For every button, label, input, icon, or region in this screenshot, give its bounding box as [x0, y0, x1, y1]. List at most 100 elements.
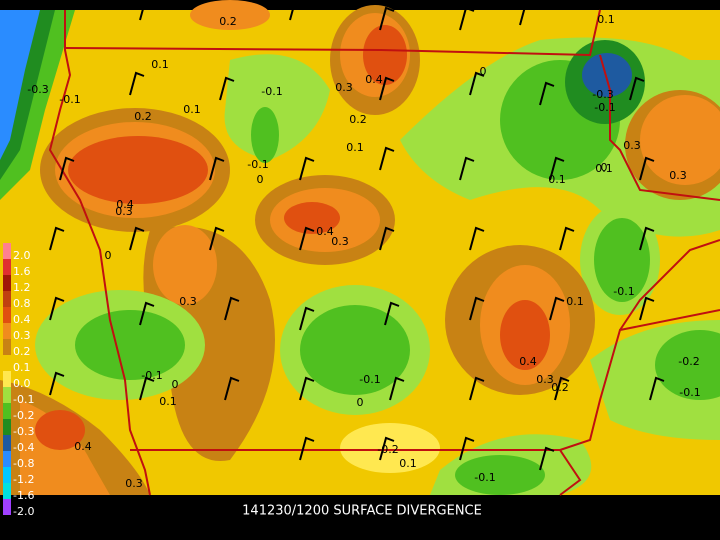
contour-label: -0.1 [474, 471, 495, 484]
legend-label: 0.3 [13, 329, 31, 342]
contour-label: -0.1 [613, 285, 634, 298]
contour-label: -0.2 [678, 355, 699, 368]
legend-swatch [3, 259, 11, 275]
legend-swatch [3, 467, 11, 483]
legend-label: 0.2 [13, 345, 31, 358]
wind-barb [469, 296, 485, 321]
legend-swatch [3, 275, 11, 291]
wind-barb [139, 301, 155, 326]
legend-label: 2.0 [13, 249, 31, 262]
legend-label: 1.6 [13, 265, 31, 278]
wind-barb [299, 306, 315, 331]
contour-label: 0.4 [116, 198, 134, 211]
wind-barb [459, 436, 475, 461]
wind-barb [299, 436, 315, 461]
wind-barb [379, 6, 395, 31]
legend-label: -1.2 [13, 473, 34, 486]
wind-barb [299, 226, 315, 251]
legend-label: -0.2 [13, 409, 34, 422]
legend-swatch [3, 243, 11, 259]
wind-barb [139, 376, 155, 401]
contour-label: -0.1 [141, 369, 162, 382]
legend-swatch [3, 371, 11, 387]
wind-barb [559, 226, 575, 251]
contour-label: 0.2 [219, 15, 237, 28]
contour-label: 0 [105, 249, 112, 262]
legend-swatch [3, 355, 11, 371]
legend-swatch [3, 323, 11, 339]
contour-label: 0.3 [536, 373, 554, 386]
wind-barb [384, 301, 400, 326]
contour-label: 0.4 [519, 355, 537, 368]
legend-label: -0.1 [13, 393, 34, 406]
contour-label: 0.4 [365, 73, 383, 86]
legend-swatch [3, 451, 11, 467]
contour-label: 0.3 [335, 81, 353, 94]
contour-label: -0.1 [594, 101, 615, 114]
wind-barb [224, 296, 240, 321]
legend-label: -0.3 [13, 425, 34, 438]
wind-barb [389, 376, 405, 401]
wind-barbs [49, 0, 665, 471]
contour-label: 0 [357, 396, 364, 409]
wind-barb [539, 446, 555, 471]
caption: 141230/1200 SURFACE DIVERGENCE [242, 504, 482, 519]
contour-label: 0.3 [623, 139, 641, 152]
contour-label: 0.2 [134, 110, 152, 123]
wind-barb [139, 0, 155, 21]
legend-swatch [3, 403, 11, 419]
contour-label: -0.3 [27, 83, 48, 96]
wind-barb [639, 296, 655, 321]
legend-swatch [3, 419, 11, 435]
contour-label: -0.1 [679, 386, 700, 399]
wind-barb [289, 0, 305, 21]
contour-label: 0.1 [159, 395, 177, 408]
legend-label: -0.8 [13, 457, 34, 470]
legend-swatch [3, 435, 11, 451]
contour-label: 0.4 [74, 440, 92, 453]
contour-label: 0.4 [316, 225, 334, 238]
wind-barb [539, 81, 555, 106]
legend-label: -1.6 [13, 489, 34, 502]
contour-label: 0.1 [151, 58, 169, 71]
wind-barb [209, 226, 225, 251]
wind-barb [379, 436, 395, 461]
legend-swatch [3, 499, 11, 515]
wind-barb [519, 1, 535, 26]
state-borders [48, 9, 720, 496]
wind-barb [469, 226, 485, 251]
wind-barb [549, 156, 565, 181]
legend-label: 0.4 [13, 313, 31, 326]
wind-barb [629, 76, 645, 101]
legend-label: 0.0 [13, 377, 31, 390]
contour-label: 0 [480, 65, 487, 78]
contour-label: 0 [257, 173, 264, 186]
contour-label: 0.1 [183, 103, 201, 116]
legend-swatch [3, 307, 11, 323]
wind-barb [209, 156, 225, 181]
contour-label: 0.3 [125, 477, 143, 490]
wind-barb [129, 226, 145, 251]
wind-barb [554, 376, 570, 401]
contour-label: 0.1 [595, 162, 613, 175]
wind-barb [649, 376, 665, 401]
contour-label: 0.1 [566, 295, 584, 308]
wind-barb [459, 156, 475, 181]
wind-barb [129, 71, 145, 96]
wind-barb [49, 371, 65, 396]
legend-label: 0.1 [13, 361, 31, 374]
contour-label: 0.2 [349, 113, 367, 126]
wind-barb [379, 226, 395, 251]
wind-barb [59, 156, 75, 181]
contour-label: 0.3 [331, 235, 349, 248]
contour-label: 0.3 [179, 295, 197, 308]
contour-label: -0.1 [261, 85, 282, 98]
legend-swatch [3, 387, 11, 403]
legend-label: 1.2 [13, 281, 31, 294]
wind-barb [639, 156, 655, 181]
contour-label: -0.2 [377, 443, 398, 456]
contour-label: 0.3 [669, 169, 687, 182]
wind-barb [219, 76, 235, 101]
contour-label: 0.1 [597, 13, 615, 26]
